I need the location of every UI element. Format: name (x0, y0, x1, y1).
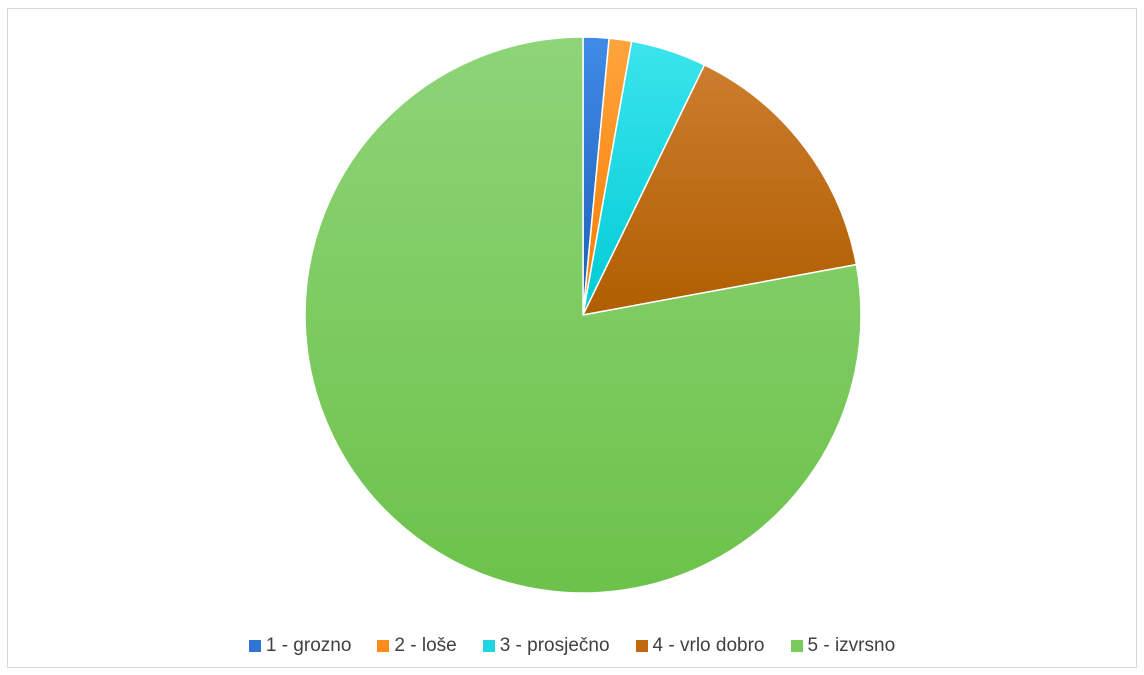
legend-label: 3 - prosječno (499, 635, 610, 656)
legend-swatch (248, 640, 261, 652)
legend-label: 1 - grozno (265, 635, 352, 656)
legend-item-2: 2 - loše (377, 635, 457, 657)
pie-slice-5 (304, 36, 862, 594)
legend-item-5: 5 - izvrsno (790, 635, 896, 657)
legend-item-1: 1 - grozno (248, 635, 352, 657)
legend-swatch (635, 640, 648, 652)
legend-swatch (377, 640, 390, 652)
legend-item-3: 3 - prosječno (482, 635, 610, 657)
legend-label: 2 - loše (394, 635, 457, 656)
legend-item-4: 4 - vrlo dobro (635, 635, 765, 657)
pie-slice-4 (582, 64, 858, 316)
legend-swatch (482, 640, 495, 652)
legend: 1 - grozno 2 - loše 3 - prosječno 4 - vrlo … (0, 632, 1144, 660)
pie-slices (304, 36, 862, 594)
legend-swatch (790, 640, 803, 652)
legend-label: 5 - izvrsno (807, 635, 896, 656)
legend-label: 4 - vrlo dobro (652, 635, 765, 656)
